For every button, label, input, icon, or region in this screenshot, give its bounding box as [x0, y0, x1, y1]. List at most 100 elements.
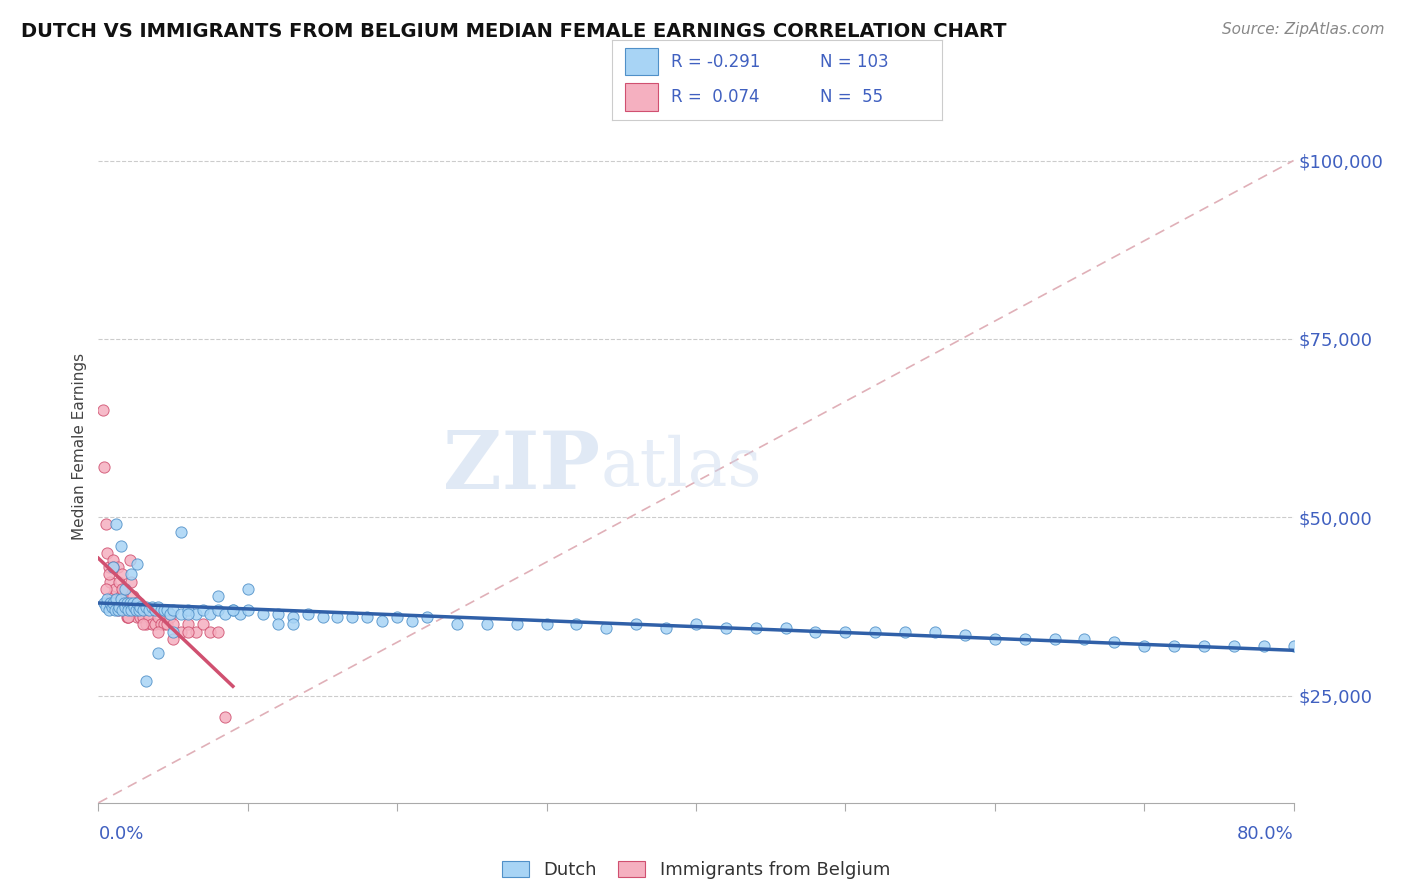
- Point: [148, 646, 170, 660]
- Point: [169, 524, 191, 539]
- Point: [143, 603, 166, 617]
- Point: [103, 596, 125, 610]
- Point: [1192, 639, 1215, 653]
- Point: [865, 624, 887, 639]
- Point: [804, 624, 827, 639]
- Point: [93, 460, 115, 475]
- Point: [655, 621, 678, 635]
- Point: [148, 599, 170, 614]
- Point: [96, 546, 118, 560]
- Point: [326, 610, 349, 624]
- Point: [1282, 639, 1305, 653]
- Point: [169, 624, 191, 639]
- Point: [96, 592, 118, 607]
- Point: [416, 610, 439, 624]
- Point: [104, 582, 127, 596]
- Point: [101, 599, 124, 614]
- Point: [1163, 639, 1185, 653]
- Point: [191, 603, 214, 617]
- Point: [124, 599, 146, 614]
- Point: [93, 596, 115, 610]
- Point: [506, 617, 529, 632]
- Point: [125, 596, 148, 610]
- Point: [356, 610, 378, 624]
- Point: [595, 621, 617, 635]
- Point: [1253, 639, 1275, 653]
- Point: [200, 624, 222, 639]
- Legend: Dutch, Immigrants from Belgium: Dutch, Immigrants from Belgium: [495, 854, 897, 887]
- Point: [162, 603, 184, 617]
- Point: [135, 617, 157, 632]
- Point: [924, 624, 946, 639]
- Point: [120, 567, 142, 582]
- Point: [141, 599, 163, 614]
- Point: [1014, 632, 1036, 646]
- Point: [267, 607, 290, 621]
- Point: [110, 539, 132, 553]
- Point: [624, 617, 647, 632]
- Point: [267, 617, 290, 632]
- Point: [714, 621, 737, 635]
- Point: [121, 596, 143, 610]
- Point: [110, 589, 132, 603]
- Point: [177, 617, 200, 632]
- Text: 0.0%: 0.0%: [98, 825, 143, 843]
- Point: [111, 567, 134, 582]
- Point: [108, 574, 131, 589]
- Point: [207, 589, 229, 603]
- Point: [311, 610, 333, 624]
- Text: Source: ZipAtlas.com: Source: ZipAtlas.com: [1222, 22, 1385, 37]
- Point: [103, 560, 125, 574]
- Point: [983, 632, 1005, 646]
- Point: [125, 596, 148, 610]
- Text: ZIP: ZIP: [443, 428, 600, 507]
- Point: [107, 603, 129, 617]
- Point: [281, 610, 304, 624]
- Point: [132, 603, 155, 617]
- Point: [105, 592, 128, 607]
- Point: [565, 617, 588, 632]
- Point: [125, 603, 148, 617]
- Point: [127, 610, 149, 624]
- Point: [111, 603, 134, 617]
- Point: [1133, 639, 1156, 653]
- Point: [475, 617, 498, 632]
- Point: [117, 610, 139, 624]
- Point: [745, 621, 768, 635]
- Point: [236, 582, 259, 596]
- Point: [132, 617, 155, 632]
- Text: N =  55: N = 55: [820, 88, 883, 106]
- Point: [150, 617, 173, 632]
- Point: [1223, 639, 1246, 653]
- Point: [127, 596, 149, 610]
- Point: [156, 603, 179, 617]
- Point: [114, 582, 136, 596]
- Point: [129, 610, 152, 624]
- Text: R = -0.291: R = -0.291: [671, 53, 761, 70]
- Point: [150, 603, 173, 617]
- Point: [98, 596, 122, 610]
- Point: [129, 599, 152, 614]
- Point: [159, 607, 181, 621]
- Point: [115, 596, 138, 610]
- Point: [1073, 632, 1095, 646]
- Point: [148, 624, 170, 639]
- Point: [536, 617, 558, 632]
- Point: [214, 607, 236, 621]
- Point: [200, 607, 222, 621]
- Point: [1104, 635, 1126, 649]
- Point: [98, 574, 122, 589]
- Y-axis label: Median Female Earnings: Median Female Earnings: [72, 352, 87, 540]
- Point: [118, 553, 141, 567]
- Point: [184, 624, 207, 639]
- Point: [94, 582, 117, 596]
- Point: [112, 596, 135, 610]
- Point: [97, 560, 120, 574]
- Point: [894, 624, 917, 639]
- Point: [953, 628, 976, 642]
- Point: [110, 592, 132, 607]
- Point: [207, 624, 229, 639]
- Point: [128, 603, 150, 617]
- Point: [371, 614, 394, 628]
- Point: [103, 553, 125, 567]
